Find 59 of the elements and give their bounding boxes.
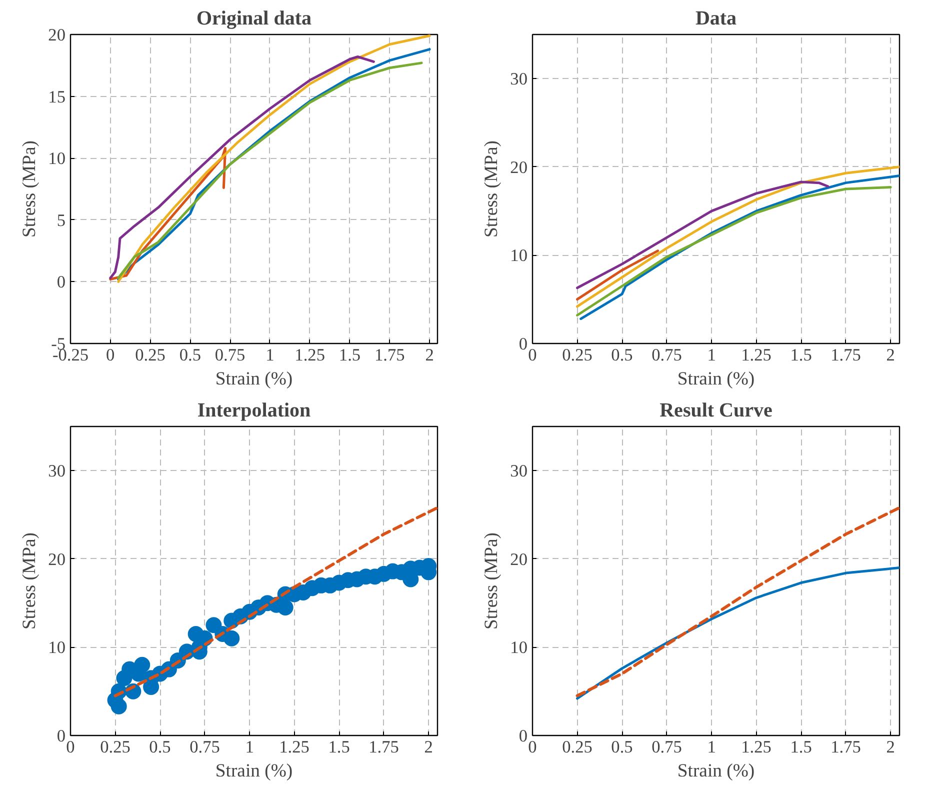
y-tick-label: 10 xyxy=(48,638,66,658)
x-axis-title: Strain (%) xyxy=(215,760,293,782)
x-axis-title: Strain (%) xyxy=(677,368,755,390)
x-axis-title: Strain (%) xyxy=(215,368,293,390)
x-axis-title: Strain (%) xyxy=(677,760,755,782)
y-tick-label: 30 xyxy=(510,70,528,89)
x-tick-label: 1.5 xyxy=(338,346,361,364)
x-tick-label: 1.5 xyxy=(328,738,350,756)
y-tick-label: 30 xyxy=(48,462,66,481)
x-tick-label: 1 xyxy=(266,346,274,364)
x-tick-label: 1.25 xyxy=(279,738,310,756)
y-tick-label: 0 xyxy=(56,272,66,292)
y-tick-label: 5 xyxy=(56,210,66,230)
chart-title: Original data xyxy=(196,8,312,30)
chart-title: Interpolation xyxy=(197,400,311,422)
chart-title: Data xyxy=(695,8,737,30)
y-axis-title: Stress (MPa) xyxy=(19,140,40,238)
y-tick-label: 20 xyxy=(510,550,528,569)
x-tick-label: 1.75 xyxy=(830,738,861,756)
x-tick-label: 1 xyxy=(245,738,254,756)
x-tick-label: 0.25 xyxy=(562,738,592,756)
x-tick-label: 2 xyxy=(886,346,895,364)
x-tick-label: 0.5 xyxy=(611,738,633,756)
chart-title: Result Curve xyxy=(660,400,773,422)
x-tick-label: 0.25 xyxy=(135,346,166,364)
x-tick-label: 0.5 xyxy=(179,346,202,364)
y-axis-title: Stress (MPa) xyxy=(19,532,40,630)
y-tick-label: 10 xyxy=(48,149,66,168)
x-tick-label: 1.5 xyxy=(790,346,812,364)
x-tick-label: 0.5 xyxy=(611,346,633,364)
x-tick-label: 1.25 xyxy=(741,738,772,756)
x-tick-label: 0.75 xyxy=(652,346,682,364)
x-tick-label: 1.75 xyxy=(830,346,861,364)
x-tick-label: 2 xyxy=(425,346,434,364)
y-axis-title: Stress (MPa) xyxy=(481,532,502,630)
y-tick-label: 15 xyxy=(48,87,66,106)
x-tick-label: 1.75 xyxy=(374,346,405,364)
x-tick-label: 2 xyxy=(424,738,433,756)
y-tick-label: 30 xyxy=(510,462,528,481)
x-tick-label: 1.25 xyxy=(741,346,772,364)
x-tick-label: 0.75 xyxy=(190,738,220,756)
y-tick-label: 20 xyxy=(48,550,66,569)
y-tick-label: 10 xyxy=(510,638,528,658)
x-tick-label: 0.75 xyxy=(214,346,246,364)
x-tick-label: 0.25 xyxy=(100,738,130,756)
x-tick-label: 0.5 xyxy=(149,738,171,756)
x-tick-label: 1.5 xyxy=(790,738,812,756)
x-tick-label: 2 xyxy=(886,738,895,756)
x-tick-label: 1.75 xyxy=(368,738,399,756)
x-tick-label: 1 xyxy=(707,738,716,756)
x-tick-label: 1.25 xyxy=(294,346,326,364)
y-tick-label: 10 xyxy=(510,246,528,266)
y-tick-label: 20 xyxy=(48,26,66,44)
x-tick-label: 0.25 xyxy=(562,346,592,364)
x-tick-label: 0.75 xyxy=(652,738,682,756)
y-axis-title: Stress (MPa) xyxy=(481,140,502,238)
x-tick-label: 1 xyxy=(707,346,716,364)
y-tick-label: 20 xyxy=(510,158,528,177)
x-tick-label: 0 xyxy=(106,346,115,364)
